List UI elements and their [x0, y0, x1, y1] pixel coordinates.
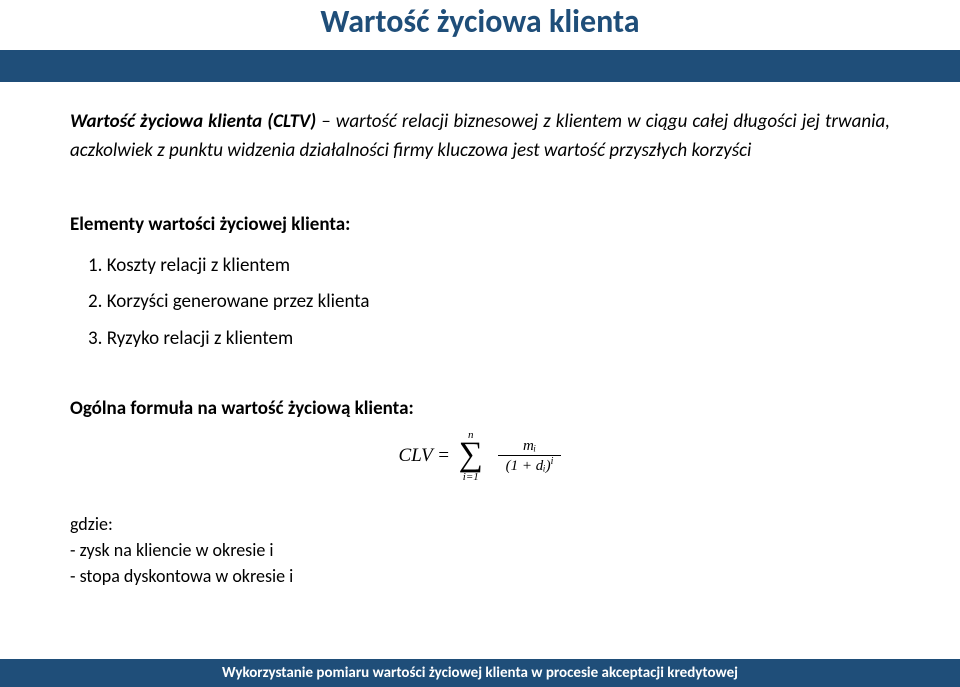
summation-symbol: n ∑ i=1 [459, 441, 483, 471]
denominator-base: (1 + dᵢ) [506, 458, 551, 474]
list-item: 2. Korzyści generowane przez klienta [88, 286, 890, 318]
title-area: Wartość życiowa klienta [0, 0, 960, 50]
list-item: 3. Ryzyko relacji z klientem [88, 323, 890, 355]
sum-lower: i=1 [459, 471, 483, 483]
numerator: mᵢ [498, 438, 562, 456]
footer-bar: Wykorzystanie pomiaru wartości życiowej … [0, 659, 960, 687]
slide: Wartość życiowa klienta Wartość życiowa … [0, 0, 960, 687]
intro-paragraph: Wartość życiowa klienta (CLTV) – wartość… [70, 108, 890, 165]
content-area: Wartość życiowa klienta (CLTV) – wartość… [0, 82, 960, 589]
page-title: Wartość życiowa klienta [320, 0, 639, 41]
formula-lhs: CLV = [399, 445, 450, 466]
where-block: gdzie: - zysk na kliencie w okresie i - … [70, 511, 890, 589]
where-line: - zysk na kliencie w okresie i [70, 537, 890, 563]
elements-list: 1. Koszty relacji z klientem 2. Korzyści… [88, 250, 890, 355]
fraction: mᵢ (1 + dᵢ)i [498, 438, 562, 475]
denominator: (1 + dᵢ)i [498, 456, 562, 475]
where-label: gdzie: [70, 511, 890, 537]
header-band [0, 50, 960, 78]
where-line: - stopa dyskontowa w okresie i [70, 563, 890, 589]
clv-formula: CLV = n ∑ i=1 mᵢ (1 + dᵢ)i [70, 438, 890, 475]
denominator-exp: i [551, 456, 554, 467]
elements-heading: Elementy wartości życiowej klienta: [70, 213, 890, 236]
formula-heading: Ogólna formuła na wartość życiową klient… [70, 397, 890, 420]
title-bar: Wartość życiowa klienta [0, 0, 960, 82]
sigma-icon: ∑ [459, 436, 483, 473]
footer-text: Wykorzystanie pomiaru wartości życiowej … [222, 664, 738, 682]
intro-bold: Wartość życiowa klienta (CLTV) [70, 110, 316, 133]
list-item: 1. Koszty relacji z klientem [88, 250, 890, 282]
sum-upper: n [459, 429, 483, 441]
